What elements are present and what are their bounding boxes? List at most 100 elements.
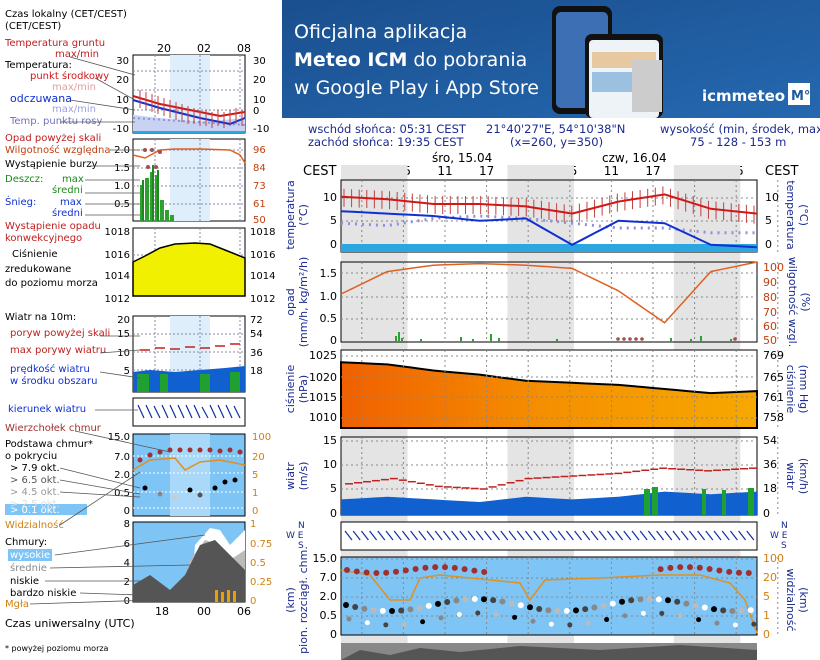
header-info: wschód słońca: 05:31 CEST zachód słońca:… — [308, 122, 820, 149]
wind-arrow — [688, 530, 697, 541]
cloud-base-dot — [696, 617, 702, 623]
temp-tick-left-20: 20 — [116, 75, 129, 86]
cloud-base-dot — [711, 606, 717, 613]
cloud-base-dot — [692, 602, 699, 609]
temp-tick-right-20: 20 — [253, 75, 266, 86]
wind-arrow — [475, 530, 484, 541]
cl-tick-right-0.75: 0.75 — [250, 539, 272, 550]
press-tick-left-1018: 1018 — [105, 227, 130, 238]
legend-snow: Śnieg: — [5, 195, 36, 208]
wind-arrow — [410, 530, 419, 541]
wind-arrow — [393, 530, 402, 541]
rain-bar — [460, 337, 462, 342]
cloud-base-dot — [582, 606, 589, 613]
temp-tick-5: 5 — [330, 214, 337, 227]
legend-footnote: * powyżej poziomu morza — [5, 644, 109, 653]
cloud-top-dot — [402, 567, 409, 574]
wind-arrow — [434, 530, 443, 541]
legend-wind-arrows — [137, 404, 241, 419]
cl-tick-15: 15.0 — [313, 552, 338, 565]
legend-humidity: Wilgotność względna — [5, 144, 110, 156]
precip-tick-right-50: 50 — [253, 215, 266, 226]
wind-arrow — [377, 530, 386, 541]
legend-temp-red — [132, 95, 246, 118]
wind-tick-0: 0 — [330, 507, 337, 520]
legend-rain: Deszcz: — [5, 174, 43, 185]
press-tick-left-1012: 1012 — [105, 294, 130, 305]
hour-label: 11 — [604, 164, 619, 178]
precip-tick-left-1: 1.0 — [114, 181, 130, 192]
cl-tick-right-0.5: 0.5 — [250, 558, 266, 569]
press-tick-1025: 1025 — [309, 349, 337, 362]
cloud-base-dot — [738, 607, 745, 614]
cloud-base-dot — [352, 603, 359, 610]
cl-tick-left-6: 6 — [124, 539, 130, 550]
temp-tick-left-10: 10 — [116, 95, 129, 106]
cloud-base-dot — [462, 596, 469, 603]
cloud-top-dot — [422, 564, 429, 571]
wind-arrow — [344, 530, 353, 541]
cloud-base-dot — [567, 622, 573, 628]
temp-tick-0: 0 — [330, 238, 337, 251]
press-tick-right-1012: 1012 — [250, 294, 275, 305]
precip-panel — [340, 261, 758, 343]
felt-line — [340, 210, 758, 249]
precip-tick-0: 0 — [330, 334, 337, 347]
legend-humidity-line — [132, 148, 246, 164]
hum-tick-90: 90 — [763, 276, 777, 289]
cloud-base-dot — [677, 613, 683, 619]
cloud-base-dot — [435, 600, 441, 607]
vis-tick-20: 20 — [763, 571, 777, 584]
temp-tick-left-m10: -10 — [113, 124, 129, 135]
compass-left-n: N — [298, 521, 305, 531]
cloud-axis-right: (km)widzialność — [784, 568, 810, 631]
rain-bar — [395, 336, 397, 342]
app-banner[interactable]: Oficjalna aplikacja Meteo ICM do pobrani… — [282, 0, 820, 118]
vis-tick-0: 0 — [763, 628, 770, 641]
wind-tick-left-10: 10 — [117, 348, 130, 359]
legend-snow-max: max — [60, 197, 82, 208]
temp-tick-r0: 0 — [765, 238, 772, 251]
cloud-top-dot — [344, 567, 350, 573]
cloud-base-dot — [674, 598, 681, 605]
press-tick-769: 769 — [763, 349, 784, 362]
wind-tick-left-20: 20 — [117, 315, 130, 326]
cl-tick-right-0: 0 — [250, 596, 256, 607]
legend-cloud-top: Wierzchołek chmur — [5, 423, 102, 434]
legend-panel: Czas lokalny (CET/CEST) (CET/CEST) 20 02… — [4, 9, 275, 653]
legend-dew-fill — [133, 115, 245, 133]
cloud-top-dot — [363, 569, 370, 576]
wind-arrow — [582, 530, 591, 541]
temp-tick-right-10: 10 — [253, 95, 266, 106]
wind-arrow — [574, 530, 583, 541]
rain-bar — [420, 339, 422, 342]
cloud-top-dot — [745, 569, 752, 576]
banner-line1: Oficjalna aplikacja — [294, 21, 467, 43]
cloud-base-dot — [508, 600, 515, 607]
legend-ground-temp: Temperatura gruntu — [4, 38, 105, 49]
precip-axis-left: opad(mm/h, kg/m²/h) — [284, 257, 310, 348]
press-axis-left: ciśnienie(hPa) — [284, 365, 310, 414]
cloud-base-dot — [729, 607, 736, 614]
press-tick-right-1014: 1014 — [250, 271, 275, 282]
legend-visibility-line — [132, 457, 246, 471]
cloud-base-dot — [407, 606, 414, 613]
cb-tick-left-2: 2.0 — [114, 470, 130, 481]
wind-arrow — [401, 530, 410, 541]
cloud-top-dot — [373, 569, 380, 576]
rain-bar — [401, 338, 403, 342]
cb-tick-left-7: 7.0 — [114, 452, 130, 463]
cloud-base-dot — [665, 597, 671, 604]
press-tick-1020: 1020 — [309, 371, 337, 384]
temp-axis-right: (°C)temperatura — [784, 180, 810, 249]
wind-arrow — [697, 530, 706, 541]
cloud-base-dot — [420, 619, 426, 625]
compass-right-we: W E — [770, 531, 788, 541]
wind-tick-10: 10 — [323, 458, 337, 471]
cl-tick-right-0.25: 0.25 — [250, 577, 272, 588]
cloud-top-dots — [344, 564, 752, 576]
cloud-base-dot — [475, 610, 481, 616]
humidity-line — [340, 261, 758, 324]
wind-arrow — [385, 530, 394, 541]
compass-left-s: S — [298, 541, 304, 551]
